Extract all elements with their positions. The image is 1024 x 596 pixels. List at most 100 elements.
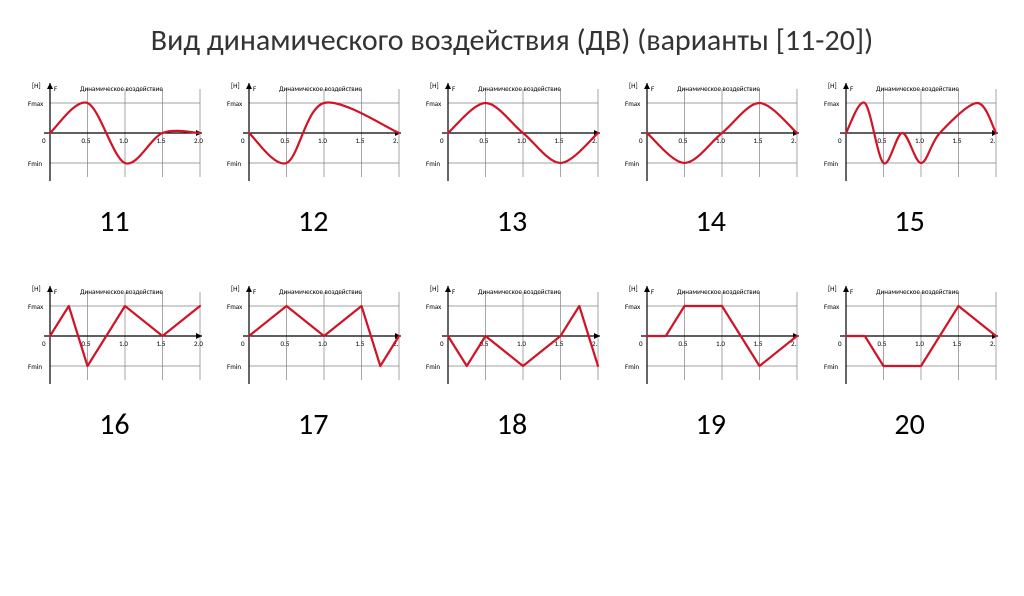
svg-text:Fmax: Fmax: [426, 99, 441, 108]
svg-text:[H]: [H]: [629, 81, 638, 90]
chart-12: [H]FFmaxFmin00.51.01.52.Динамическое воз…: [223, 77, 403, 189]
chart-caption: 20: [894, 406, 924, 443]
svg-text:Динамическое воздействие: Динамическое воздействие: [876, 84, 959, 93]
svg-text:[H]: [H]: [231, 284, 240, 293]
svg-text:Динамическое воздействие: Динамическое воздействие: [478, 287, 561, 296]
svg-text:0.5: 0.5: [877, 339, 886, 348]
svg-text:0: 0: [42, 339, 46, 348]
chart-caption: 11: [99, 203, 129, 240]
svg-text:0.5: 0.5: [281, 136, 290, 145]
svg-text:2.: 2.: [990, 339, 996, 348]
chart-caption: 12: [298, 203, 328, 240]
svg-text:[H]: [H]: [32, 81, 41, 90]
chart-11: [H]FFmaxFmin00.51.01.52.0Динамическое во…: [24, 77, 204, 189]
svg-text:[H]: [H]: [828, 81, 837, 90]
svg-text:1.5: 1.5: [356, 339, 365, 348]
svg-text:1.0: 1.0: [716, 339, 725, 348]
svg-text:Fmin: Fmin: [227, 159, 241, 168]
svg-text:[H]: [H]: [231, 81, 240, 90]
svg-text:Fmax: Fmax: [227, 99, 242, 108]
chart-cell-18: [H]FFmaxFmin00.51.01.52.Динамическое воз…: [422, 280, 603, 443]
svg-text:[H]: [H]: [430, 284, 439, 293]
svg-text:Fmin: Fmin: [426, 159, 440, 168]
svg-text:[H]: [H]: [430, 81, 439, 90]
svg-text:Fmax: Fmax: [28, 302, 43, 311]
chart-caption: 14: [696, 203, 726, 240]
svg-text:Fmin: Fmin: [625, 362, 639, 371]
svg-text:1.0: 1.0: [517, 136, 526, 145]
chart-caption: 19: [696, 406, 726, 443]
svg-text:0: 0: [639, 136, 643, 145]
svg-text:0: 0: [440, 339, 444, 348]
svg-text:1.0: 1.0: [915, 136, 924, 145]
svg-text:Динамическое воздействие: Динамическое воздействие: [80, 287, 163, 296]
chart-cell-12: [H]FFmaxFmin00.51.01.52.Динамическое воз…: [223, 77, 404, 240]
svg-text:0: 0: [838, 136, 842, 145]
svg-text:Динамическое воздействие: Динамическое воздействие: [876, 287, 959, 296]
svg-text:1.5: 1.5: [554, 136, 563, 145]
svg-text:[H]: [H]: [828, 284, 837, 293]
chart-cell-20: [H]FFmaxFmin00.51.01.52.Динамическое воз…: [819, 280, 1000, 443]
chart-18: [H]FFmaxFmin00.51.01.52.Динамическое воз…: [422, 280, 602, 392]
svg-text:2.: 2.: [990, 136, 996, 145]
svg-text:Динамическое воздействие: Динамическое воздействие: [478, 84, 561, 93]
svg-text:Fmax: Fmax: [625, 302, 640, 311]
svg-text:[H]: [H]: [32, 284, 41, 293]
svg-text:Fmin: Fmin: [28, 159, 42, 168]
svg-text:Fmax: Fmax: [28, 99, 43, 108]
svg-text:0: 0: [42, 136, 46, 145]
svg-text:2.0: 2.0: [194, 136, 203, 145]
svg-text:Fmin: Fmin: [28, 362, 42, 371]
chart-cell-13: [H]FFmaxFmin00.51.01.52.Динамическое воз…: [422, 77, 603, 240]
chart-caption: 15: [894, 203, 924, 240]
svg-text:Динамическое воздействие: Динамическое воздействие: [279, 84, 362, 93]
page-title: Вид динамического воздействия (ДВ) (вари…: [0, 22, 1024, 59]
chart-grid: [H]FFmaxFmin00.51.01.52.0Динамическое во…: [0, 77, 1024, 443]
chart-cell-19: [H]FFmaxFmin00.51.01.52.Динамическое воз…: [620, 280, 801, 443]
svg-text:1.5: 1.5: [952, 339, 961, 348]
chart-caption: 18: [497, 406, 527, 443]
svg-text:1.5: 1.5: [753, 136, 762, 145]
svg-text:0: 0: [440, 136, 444, 145]
chart-13: [H]FFmaxFmin00.51.01.52.Динамическое воз…: [422, 77, 602, 189]
svg-text:Fmax: Fmax: [227, 302, 242, 311]
svg-text:Динамическое воздействие: Динамическое воздействие: [677, 287, 760, 296]
svg-text:Динамическое воздействие: Динамическое воздействие: [279, 287, 362, 296]
svg-text:0.5: 0.5: [82, 136, 91, 145]
svg-text:1.5: 1.5: [356, 136, 365, 145]
svg-text:2.: 2.: [791, 136, 797, 145]
chart-cell-14: [H]FFmaxFmin00.51.01.52.Динамическое воз…: [620, 77, 801, 240]
chart-cell-17: [H]FFmaxFmin00.51.01.52.Динамическое воз…: [223, 280, 404, 443]
svg-text:2.: 2.: [393, 136, 399, 145]
svg-text:0.5: 0.5: [82, 339, 91, 348]
svg-text:0.5: 0.5: [281, 339, 290, 348]
chart-19: [H]FFmaxFmin00.51.01.52.Динамическое воз…: [621, 280, 801, 392]
svg-text:Fmin: Fmin: [625, 159, 639, 168]
svg-text:Fmax: Fmax: [625, 99, 640, 108]
svg-text:Fmin: Fmin: [824, 159, 838, 168]
svg-text:0.5: 0.5: [678, 339, 687, 348]
svg-text:[H]: [H]: [629, 284, 638, 293]
svg-text:1.5: 1.5: [753, 339, 762, 348]
chart-caption: 13: [497, 203, 527, 240]
svg-text:Fmin: Fmin: [426, 362, 440, 371]
svg-text:1.5: 1.5: [952, 136, 961, 145]
svg-text:0.5: 0.5: [479, 136, 488, 145]
svg-text:0.5: 0.5: [678, 136, 687, 145]
svg-text:0: 0: [838, 339, 842, 348]
svg-text:1.0: 1.0: [119, 339, 128, 348]
svg-text:Fmax: Fmax: [824, 302, 839, 311]
svg-text:Динамическое воздействие: Динамическое воздействие: [677, 84, 760, 93]
chart-15: [H]FFmaxFmin00.51.01.52.Динамическое воз…: [820, 77, 1000, 189]
svg-text:Fmin: Fmin: [227, 362, 241, 371]
svg-text:Fmin: Fmin: [824, 362, 838, 371]
svg-text:1.0: 1.0: [119, 136, 128, 145]
chart-cell-15: [H]FFmaxFmin00.51.01.52.Динамическое воз…: [819, 77, 1000, 240]
svg-text:1.0: 1.0: [318, 339, 327, 348]
svg-text:Динамическое воздействие: Динамическое воздействие: [80, 84, 163, 93]
svg-text:0: 0: [639, 339, 643, 348]
svg-text:0: 0: [241, 339, 245, 348]
chart-17: [H]FFmaxFmin00.51.01.52.Динамическое воз…: [223, 280, 403, 392]
svg-text:Fmax: Fmax: [426, 302, 441, 311]
svg-text:2.0: 2.0: [194, 339, 203, 348]
